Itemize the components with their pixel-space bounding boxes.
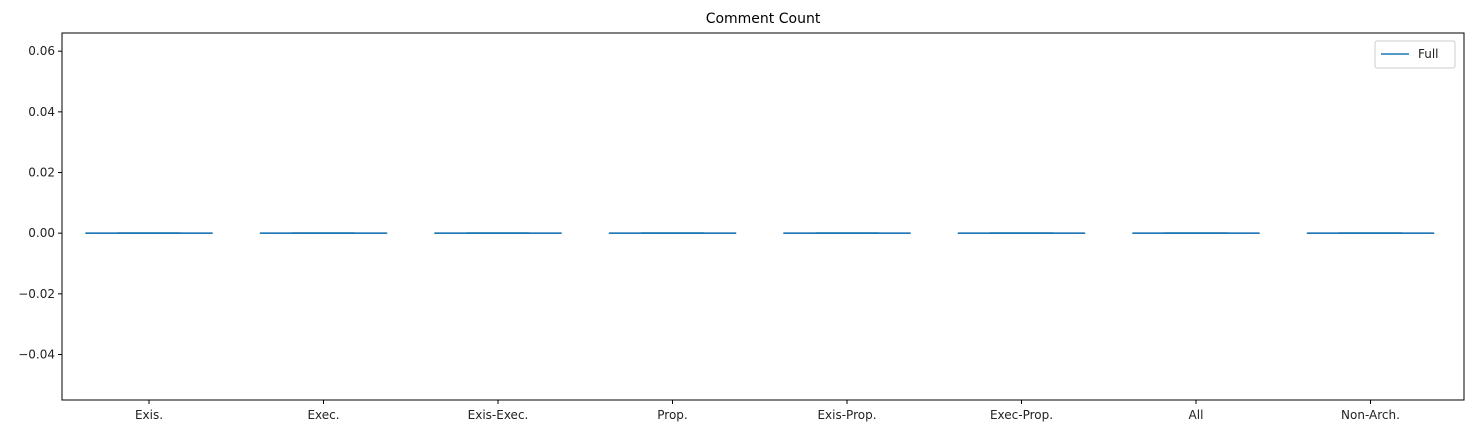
y-tick-label: 0.04: [28, 105, 55, 119]
y-tick-label: 0.06: [28, 44, 55, 58]
legend-box: [1374, 40, 1456, 69]
y-tick-label: −0.04: [18, 348, 55, 362]
y-tick-label: −0.02: [18, 287, 55, 301]
x-tick-label: Exec-Prop.: [990, 408, 1053, 422]
legend-label-full: Full: [1418, 47, 1439, 61]
y-tick-label: 0.00: [28, 226, 55, 240]
x-tick-label: Non-Arch.: [1341, 408, 1400, 422]
legend: Full: [1374, 40, 1456, 69]
x-tick-label: Exis-Prop.: [817, 408, 876, 422]
x-tick-label: All: [1189, 408, 1204, 422]
x-tick-label: Exis-Exec.: [468, 408, 529, 422]
y-axis: −0.04 −0.02 0.00 0.02 0.04 0.06: [18, 44, 62, 362]
x-tick-label: Exis.: [135, 408, 163, 422]
plot-frame: [61, 32, 1465, 401]
chart-title: Comment Count: [706, 11, 821, 27]
x-tick-label: Exec.: [307, 408, 339, 422]
x-axis: Exis. Exec. Exis-Exec. Prop. Exis-Prop. Exec-…: [135, 400, 1400, 422]
x-tick-label: Prop.: [657, 408, 687, 422]
y-tick-label: 0.02: [28, 166, 55, 180]
